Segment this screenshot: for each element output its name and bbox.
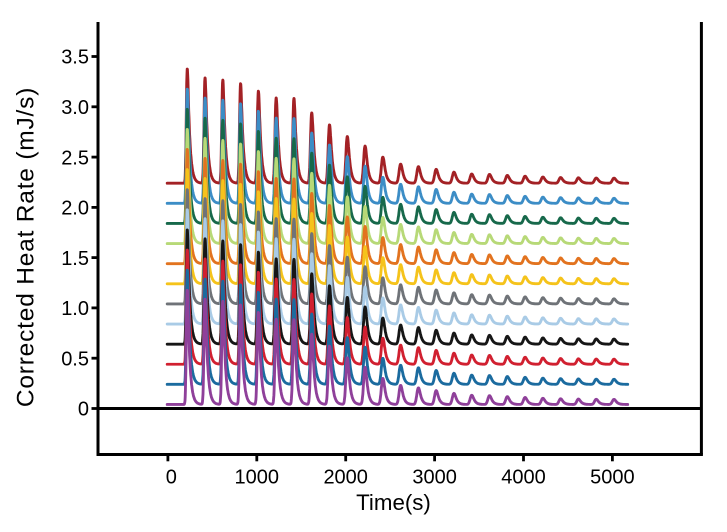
svg-text:1.5: 1.5 <box>61 248 89 270</box>
svg-text:5000: 5000 <box>590 466 635 488</box>
svg-text:3.5: 3.5 <box>61 47 89 69</box>
svg-text:Corrected Heat Rate (mJ/s): Corrected Heat Rate (mJ/s) <box>13 87 40 407</box>
svg-text:0: 0 <box>78 399 89 421</box>
svg-text:2.5: 2.5 <box>61 147 89 169</box>
svg-text:0: 0 <box>166 466 177 488</box>
svg-text:1000: 1000 <box>235 466 280 488</box>
svg-text:0.5: 0.5 <box>61 348 89 370</box>
svg-text:1.0: 1.0 <box>61 298 89 320</box>
svg-text:3000: 3000 <box>412 466 457 488</box>
svg-text:3.0: 3.0 <box>61 97 89 119</box>
svg-text:2000: 2000 <box>323 466 368 488</box>
svg-text:4000: 4000 <box>501 466 546 488</box>
svg-text:Time(s): Time(s) <box>356 490 431 515</box>
svg-text:2.0: 2.0 <box>61 198 89 220</box>
